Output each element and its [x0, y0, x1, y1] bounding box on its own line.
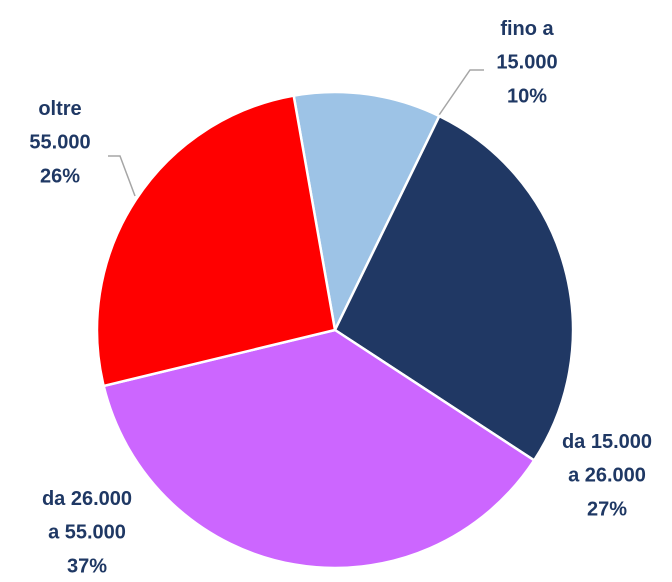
pie-slice	[333, 114, 575, 463]
value-label: 26%	[40, 165, 80, 187]
category-label: fino a 15.000	[496, 18, 557, 74]
pie-slice	[102, 328, 536, 570]
category-label-line: 15.000	[496, 52, 557, 74]
category-label-line: 55.000	[29, 132, 90, 154]
category-label-line: a 26.000	[568, 465, 646, 487]
leader-line	[436, 69, 484, 119]
pie-slice	[95, 94, 337, 388]
category-label: da 15.000 a 26.000	[562, 431, 652, 487]
category-label-line: da 26.000	[42, 488, 132, 510]
category-label: oltre 55.000	[29, 98, 90, 154]
category-label-line: da 15.000	[562, 431, 652, 453]
category-label-line: fino a	[500, 18, 554, 40]
pie-slice	[292, 90, 442, 335]
value-label: 10%	[507, 85, 547, 107]
category-label-line: a 55.000	[48, 522, 126, 544]
category-label: da 26.000 a 55.000	[42, 488, 132, 544]
leader-line	[108, 155, 136, 197]
value-label: 27%	[587, 498, 627, 520]
category-label-line: oltre	[38, 98, 81, 120]
value-label: 37%	[67, 555, 107, 577]
